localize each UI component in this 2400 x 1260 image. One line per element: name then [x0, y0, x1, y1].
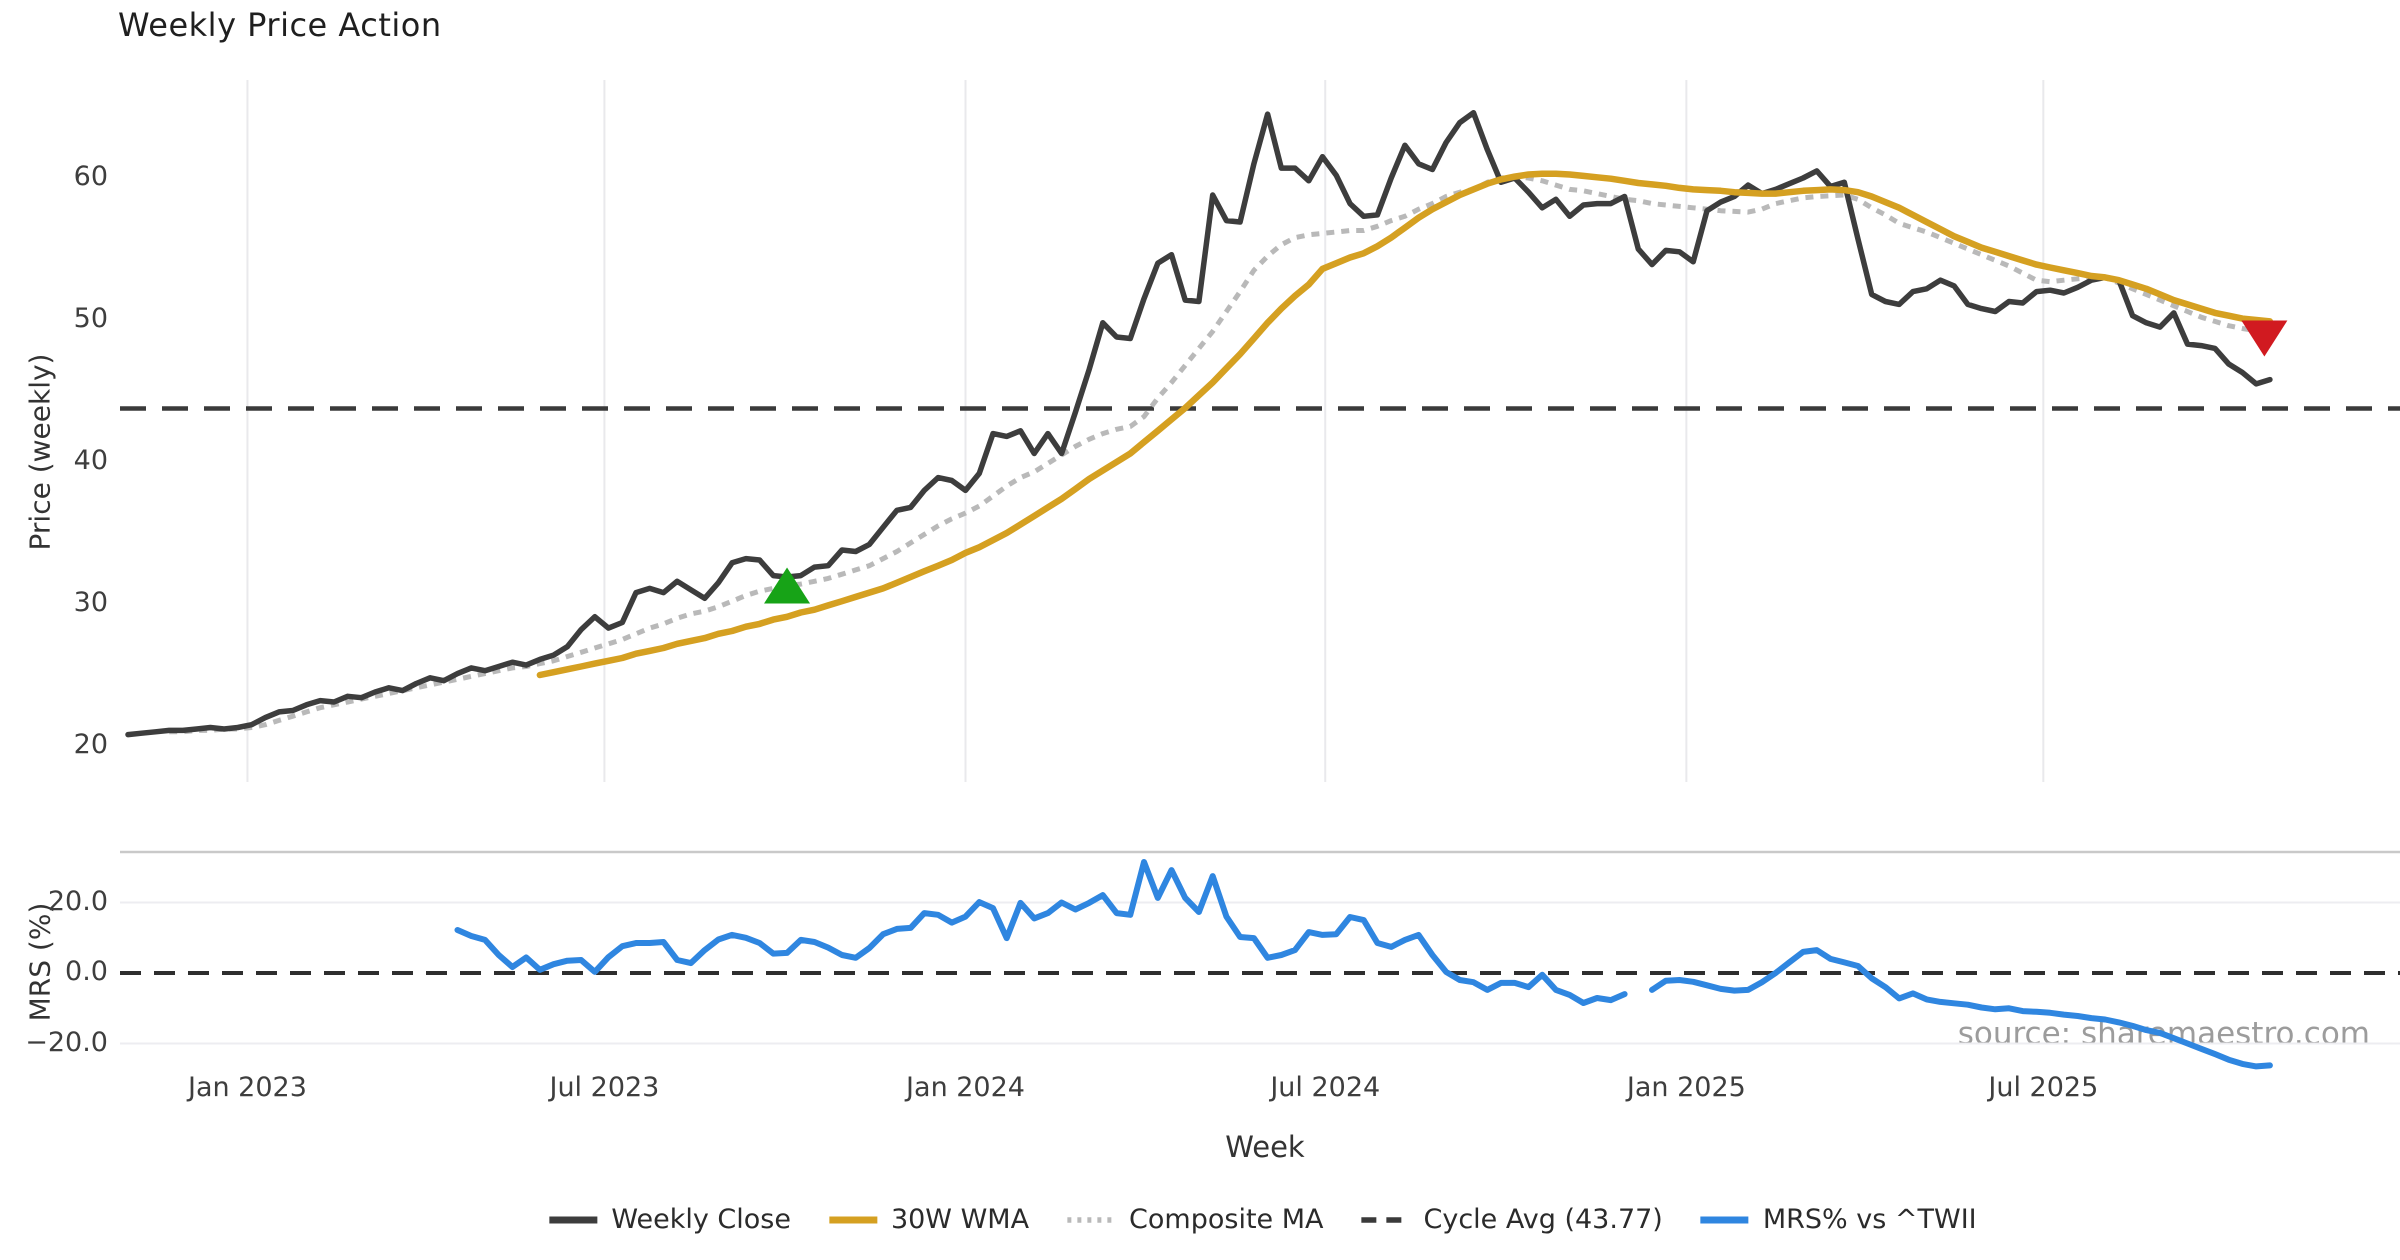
price-tick-60: 60 — [73, 161, 108, 192]
x-tick-jan-2024: Jan 2024 — [906, 1072, 1025, 1103]
mrs-line — [454, 859, 2273, 1070]
30w-wma-swatch-icon — [828, 1216, 877, 1223]
legend-item-composite-ma[interactable]: Composite MA — [1065, 1204, 1324, 1235]
legend-item-weekly-close[interactable]: Weekly Close — [547, 1204, 791, 1235]
x-axis-label: Week — [1225, 1130, 1305, 1164]
mrs-swatch-icon — [1700, 1216, 1749, 1223]
legend-label-weekly-close: Weekly Close — [611, 1204, 791, 1235]
price-tick-40: 40 — [73, 445, 108, 476]
legend: Weekly Close 30W WMA Composite MA Cycle Avg… — [547, 1204, 1977, 1235]
price-tick-30: 30 — [73, 587, 108, 618]
cycle-avg-swatch-icon — [1361, 1216, 1410, 1223]
x-tick-jul-2023: Jul 2023 — [549, 1072, 660, 1103]
legend-item-cycle-avg[interactable]: Cycle Avg (43.77) — [1360, 1204, 1663, 1235]
chart-title: Weekly Price Action — [118, 6, 442, 44]
composite-ma-swatch-icon — [1067, 1216, 1116, 1223]
x-tick-jan-2023: Jan 2023 — [187, 1072, 307, 1103]
price-tick-20: 20 — [73, 729, 108, 760]
legend-item-30w-wma[interactable]: 30W WMA — [827, 1204, 1029, 1235]
buy-signal-marker — [764, 567, 811, 604]
weekly-close-line — [125, 109, 2273, 738]
legend-label-composite-ma: Composite MA — [1129, 1204, 1324, 1235]
mrs-tick--20: −20.0 — [25, 1026, 108, 1058]
x-tick-jul-2025: Jul 2025 — [1988, 1072, 2099, 1103]
price-tick-50: 50 — [73, 303, 108, 334]
legend-label-30w-wma: 30W WMA — [890, 1204, 1030, 1235]
x-tick-jul-2024: Jul 2024 — [1270, 1072, 1381, 1103]
legend-item-mrs[interactable]: MRS% vs ^TWII — [1699, 1204, 1977, 1235]
weekly-close-swatch-icon — [549, 1216, 598, 1223]
x-tick-jan-2025: Jan 2025 — [1626, 1072, 1746, 1103]
mrs-tick-20: 20.0 — [47, 885, 108, 917]
composite-ma-line — [169, 174, 2271, 735]
legend-label-mrs: MRS% vs ^TWII — [1762, 1204, 1977, 1235]
wma-line — [536, 170, 2274, 679]
sell-signal-marker — [2241, 320, 2288, 357]
legend-label-cycle-avg: Cycle Avg (43.77) — [1423, 1204, 1663, 1235]
mrs-tick-0: 0.0 — [65, 956, 108, 987]
